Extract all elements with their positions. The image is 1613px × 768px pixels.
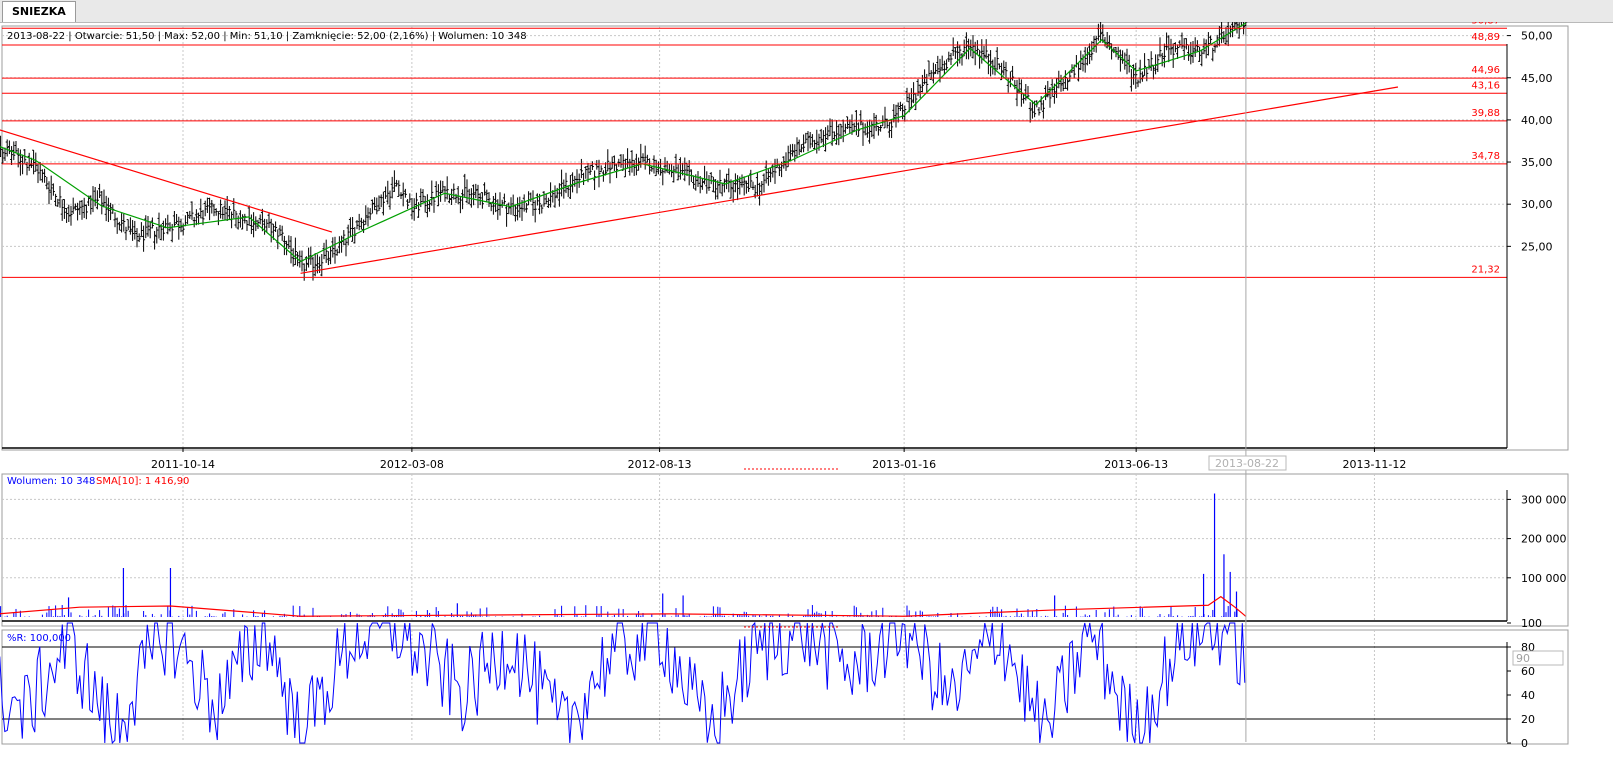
x-tick-label: 2012-08-13	[628, 458, 692, 471]
level-label: 50,87	[1471, 22, 1500, 26]
y-tick-label: 25,00	[1521, 240, 1553, 253]
y-tick-label: 300 000	[1521, 493, 1567, 506]
level-labels: 50,87 48,89 44,96 43,16 39,88 34,78 21,32	[1471, 22, 1500, 275]
indicator-value[interactable]: 90	[1516, 652, 1530, 665]
williams-panel	[1, 629, 1569, 745]
y-tick-label: 0	[1521, 737, 1528, 750]
williams-line	[0, 621, 1246, 745]
y-tick-label: 50,00	[1521, 30, 1553, 43]
y-tick-label: 40	[1521, 689, 1535, 702]
x-tick-label: 2013-11-12	[1342, 458, 1406, 471]
y-tick-label: 30,00	[1521, 198, 1553, 211]
axes: 2011-10-14 2012-03-08 2012-08-13 2013-01-16…	[2, 26, 1567, 750]
y-tick-label: 200 000	[1521, 533, 1567, 546]
y-tick-label: 20	[1521, 713, 1535, 726]
y-tick-label: 35,00	[1521, 156, 1553, 169]
level-label: 39,88	[1471, 108, 1500, 119]
y-tick-label: 100	[1521, 617, 1542, 630]
x-tick-label: 2012-03-08	[380, 458, 444, 471]
volume-sma-line	[0, 595, 1247, 617]
trendline	[300, 86, 1399, 274]
price-bars	[0, 22, 1248, 281]
crosshair-date-box	[1208, 455, 1287, 471]
level-label: 44,96	[1471, 65, 1500, 76]
stock-chart: 2011-10-14 2012-03-08 2012-08-13 2013-01-16…	[0, 22, 1569, 750]
level-label: 43,16	[1471, 80, 1500, 91]
tab-bar: SNIEZKA	[0, 0, 1613, 23]
volume-panel	[1, 473, 1569, 627]
y-tick-label: 45,00	[1521, 72, 1553, 85]
y-tick-label: 100 000	[1521, 572, 1567, 585]
ohlc-info: 2013-08-22 | Otwarcie: 51,50 | Max: 52,0…	[7, 31, 527, 42]
trendline	[0, 129, 333, 233]
level-label: 48,89	[1471, 32, 1500, 43]
y-tick-label: 40,00	[1521, 114, 1553, 127]
level-label: 34,78	[1471, 151, 1500, 162]
support-resistance-lines	[0, 27, 1507, 278]
y-tick-label: 60	[1521, 665, 1535, 678]
williams-info: %R: 100,000	[7, 633, 71, 644]
williams-r-series	[0, 621, 1246, 745]
volume-bars	[0, 493, 1247, 617]
crosshair-date: 2013-08-22	[1215, 457, 1279, 470]
level-label: 21,32	[1471, 264, 1500, 275]
sma-info: SMA[10]: 1 416,90	[96, 476, 189, 487]
x-tick-label: 2013-06-13	[1104, 458, 1168, 471]
x-tick-label: 2013-01-16	[872, 458, 936, 471]
tab-instrument[interactable]: SNIEZKA	[2, 1, 76, 22]
price-panel	[1, 25, 1569, 451]
volume-info: Wolumen: 10 348	[7, 476, 95, 487]
x-tick-label: 2011-10-14	[151, 458, 215, 471]
indicator-value-box[interactable]	[1512, 650, 1564, 666]
